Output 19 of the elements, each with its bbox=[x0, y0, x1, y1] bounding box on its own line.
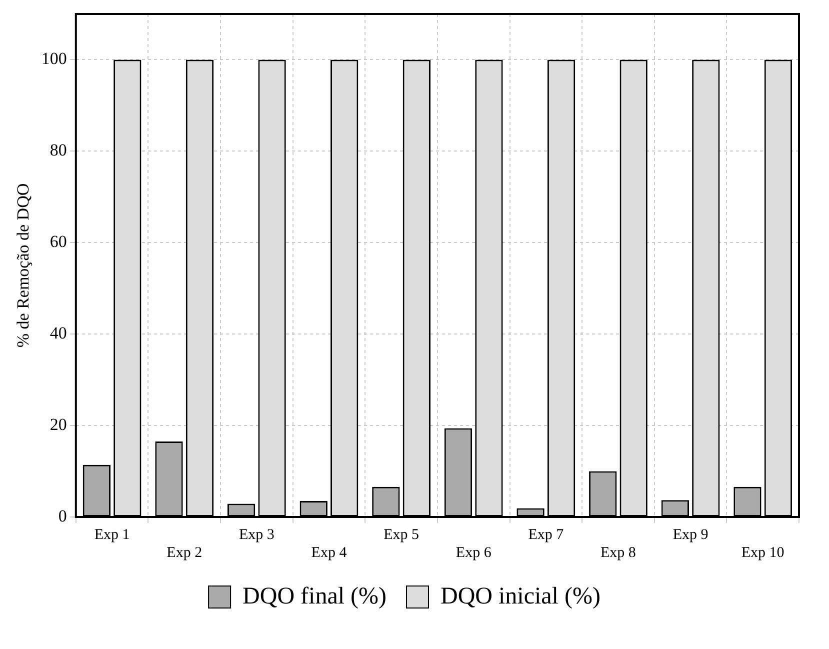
y-axis-title: % de Remoção de DQO bbox=[14, 183, 33, 348]
x-tick-label: Exp 3 bbox=[238, 526, 274, 543]
x-tick-label: Exp 2 bbox=[166, 544, 202, 561]
x-tick-label: Exp 7 bbox=[528, 526, 564, 543]
y-tick-label: 20 bbox=[50, 415, 67, 434]
x-tick-label: Exp 10 bbox=[741, 544, 784, 561]
legend-label: DQO inicial (%) bbox=[440, 583, 600, 610]
x-tick-label: Exp 6 bbox=[456, 544, 492, 561]
x-tick-label: Exp 8 bbox=[600, 544, 636, 561]
x-tick-label: Exp 5 bbox=[384, 526, 420, 543]
y-tick-label: 0 bbox=[58, 506, 67, 526]
y-tick-label: 80 bbox=[50, 140, 67, 160]
x-tick-label: Exp 4 bbox=[311, 544, 348, 561]
legend-label: DQO final (%) bbox=[242, 583, 386, 610]
y-tick-label: 60 bbox=[50, 232, 67, 252]
y-tick-label: 100 bbox=[41, 49, 67, 68]
y-tick-label: 40 bbox=[50, 324, 67, 343]
x-tick-label: Exp 9 bbox=[672, 526, 708, 543]
x-tick-label: Exp 1 bbox=[94, 526, 130, 543]
